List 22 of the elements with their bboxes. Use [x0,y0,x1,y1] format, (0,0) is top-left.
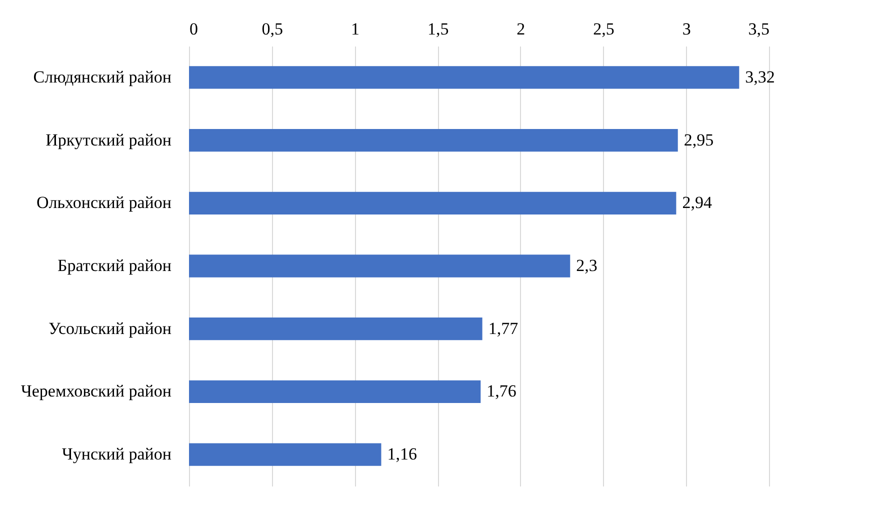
x-tick-label: 0,5 [262,20,283,38]
y-tick-label: Чунский район [62,444,172,464]
y-tick-label: Черемховский район [20,382,172,401]
data-label: 1,76 [486,382,516,401]
data-label: 1,16 [387,444,417,464]
y-tick-label: Братский район [58,256,172,275]
x-tick-label: 2 [516,20,526,38]
data-label: 1,77 [488,318,519,338]
y-tick-label: Иркутский район [46,130,172,150]
y-tick-label: Ольхонский район [36,193,172,212]
x-tick-label: 1 [350,20,360,38]
x-tick-label: 1,5 [427,20,449,38]
y-tick-label: Слюдянский район [33,67,172,86]
x-tick-label: 3 [682,20,691,38]
y-tick-label: Усольский район [48,318,172,338]
data-label: 2,94 [682,193,712,212]
data-label: 3,32 [745,67,775,86]
data-label: 2,3 [576,256,598,275]
x-tick-label: 0 [190,20,198,38]
x-tick-label: 3,5 [748,20,770,38]
data-label: 2,95 [684,130,714,150]
x-tick-label: 2,5 [593,20,614,38]
